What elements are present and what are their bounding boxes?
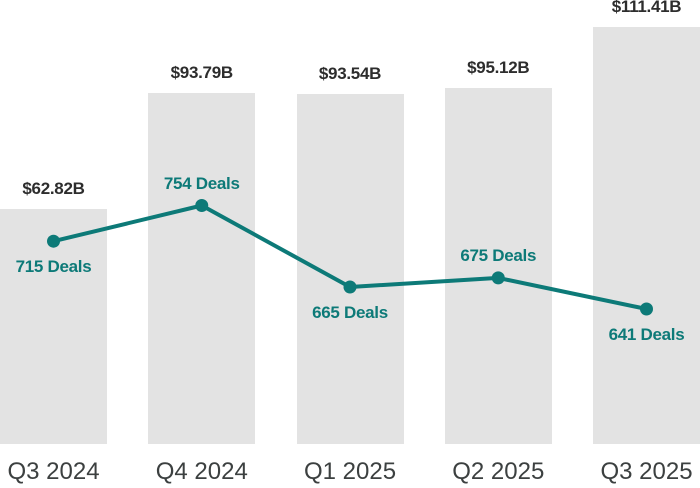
value-bar-q3-2025 xyxy=(593,27,700,444)
value-bar-q4-2024 xyxy=(148,93,256,444)
x-axis-label-q4-2024: Q4 2024 xyxy=(155,458,248,485)
x-axis-label-q2-2025: Q2 2025 xyxy=(452,458,545,485)
value-bar-q3-2024 xyxy=(0,209,107,444)
value-bar-q2-2025 xyxy=(444,88,552,444)
value-label-q1-2025: $93.54B xyxy=(318,64,382,84)
value-label-q2-2025: $95.12B xyxy=(467,58,530,78)
value-label-q3-2024: $62.82B xyxy=(22,179,85,199)
x-axis-label-q3-2025: Q3 2025 xyxy=(600,458,693,485)
x-axis-label-q3-2024: Q3 2024 xyxy=(7,458,100,485)
deal-count-label-q3-2024: 715 Deals xyxy=(15,257,92,277)
deal-count-label-q4-2024: 754 Deals xyxy=(163,173,240,193)
value-label-q3-2025: $111.41B xyxy=(611,0,682,17)
value-label-q4-2024: $93.79B xyxy=(170,63,233,83)
x-axis-label-q1-2025: Q1 2025 xyxy=(303,458,397,485)
deal-count-label-q3-2025: 641 Deals xyxy=(608,325,685,344)
deal-count-label-q2-2025: 675 Deals xyxy=(460,245,537,265)
deal-count-label-q1-2025: 665 Deals xyxy=(312,303,388,323)
value-bar-q1-2025 xyxy=(296,94,404,444)
